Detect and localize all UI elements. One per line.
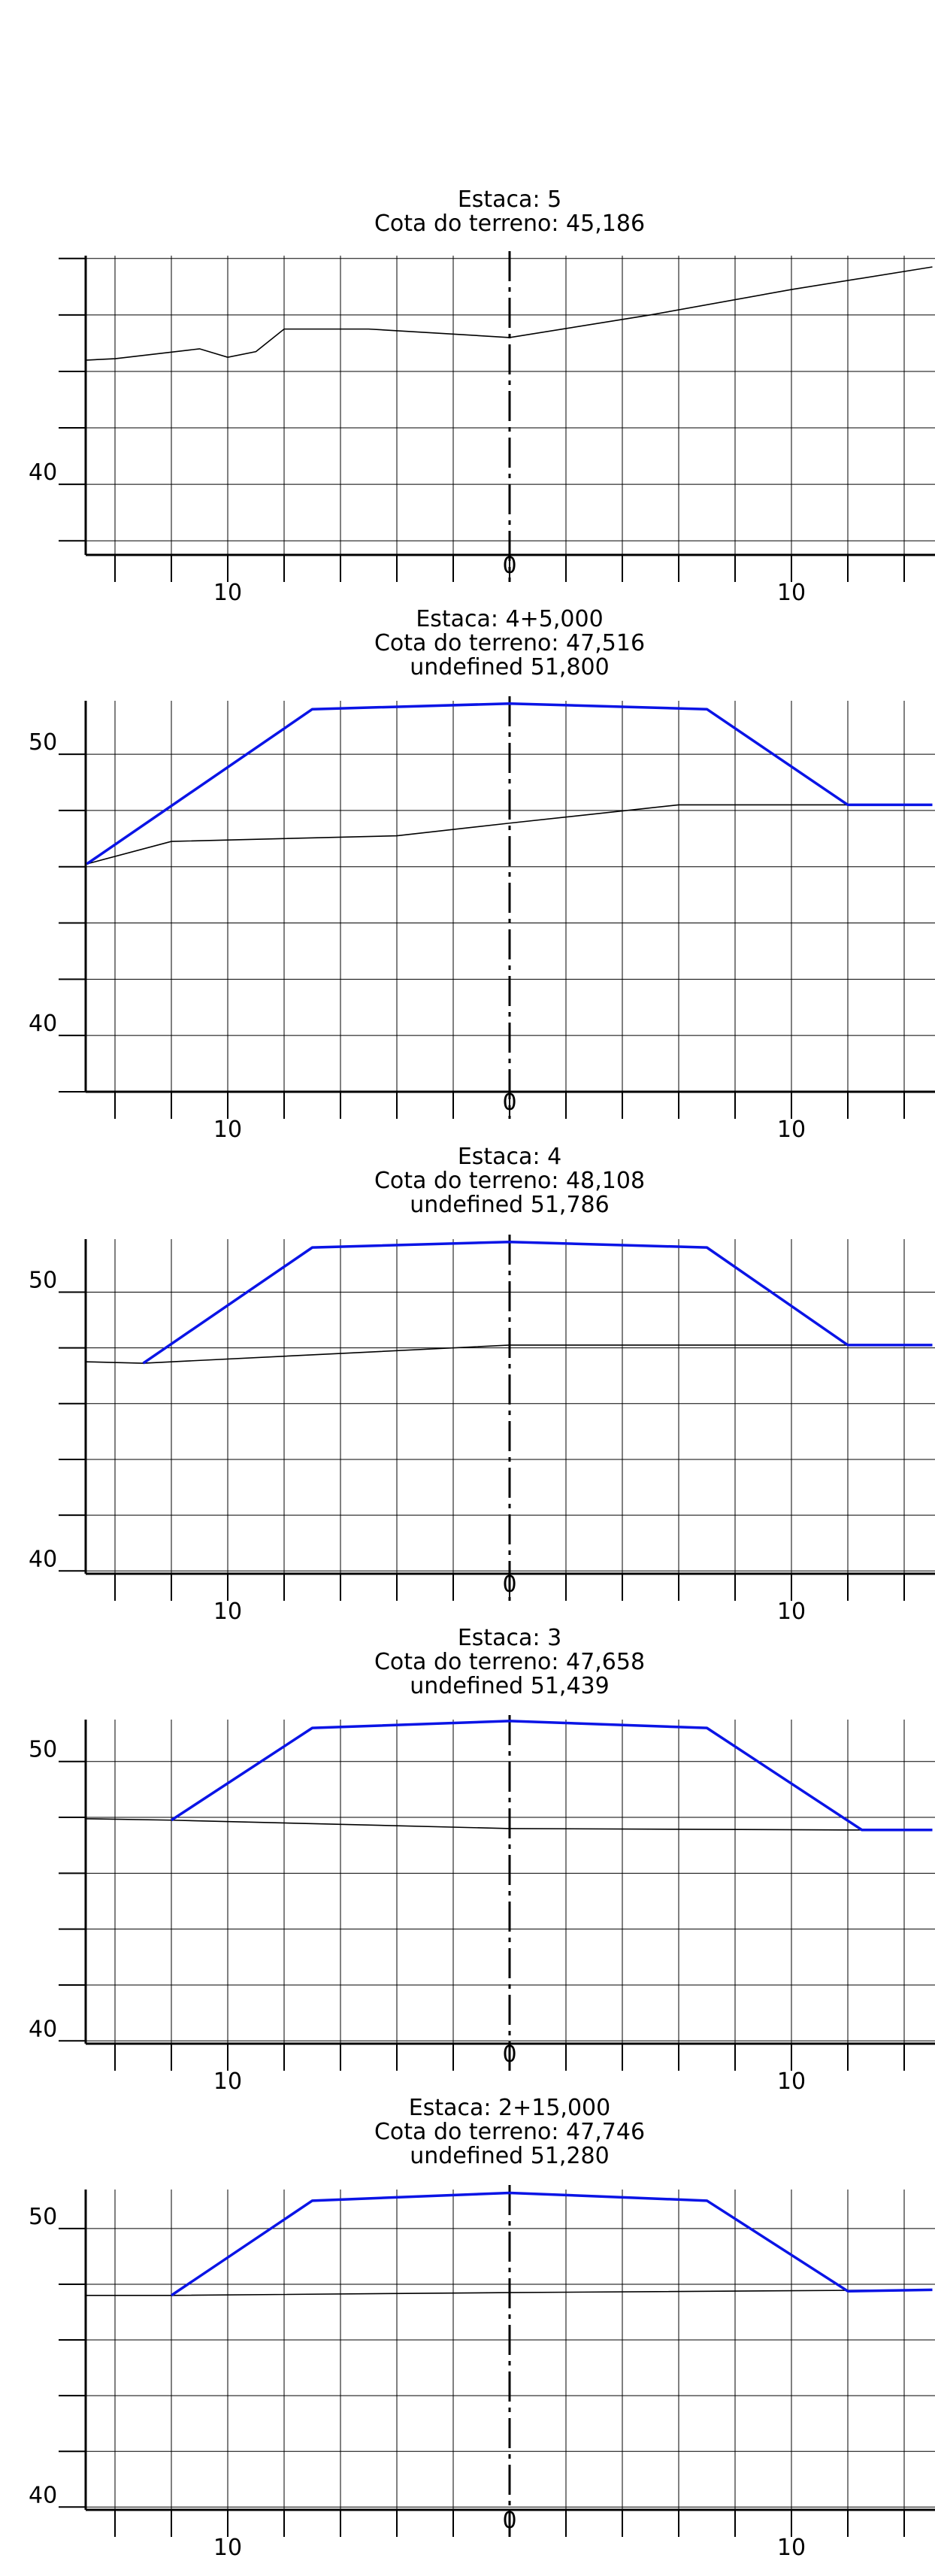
station-title: Estaca: 2+15,000 <box>409 2095 610 2121</box>
x-tick-label: 10 <box>777 2068 806 2095</box>
terrain-profile <box>86 2289 933 2296</box>
y-tick-label: 40 <box>29 1546 57 1572</box>
terrain-elevation-title: Cota do terreno: 45,186 <box>374 211 645 237</box>
y-tick-label: 50 <box>29 729 57 756</box>
project-profile <box>171 2191 933 2297</box>
y-tick-label: 50 <box>29 1737 57 1763</box>
y-tick-label: 40 <box>29 459 57 486</box>
y-tick-label: 40 <box>29 1011 57 1037</box>
y-tick-label: 40 <box>29 2482 57 2508</box>
x-tick-label: 10 <box>777 580 806 606</box>
x-tick-label: 0 <box>502 2508 516 2534</box>
x-tick-label: 10 <box>777 1599 806 1625</box>
y-tick-label: 40 <box>29 2016 57 2042</box>
x-tick-label: 10 <box>777 2535 806 2561</box>
station-title: Estaca: 4 <box>458 1144 561 1170</box>
terrain-profile <box>86 1344 933 1364</box>
terrain-elevation-title: Cota do terreno: 47,516 <box>374 630 645 656</box>
x-tick-label: 0 <box>502 1089 516 1116</box>
x-tick-label: 10 <box>213 580 242 606</box>
y-tick-label: 50 <box>29 1267 57 1293</box>
terrain-elevation-title: Cota do terreno: 47,658 <box>374 1649 645 1675</box>
project-elevation-title: undefined 51,439 <box>410 1673 609 1699</box>
x-tick-label: 10 <box>213 2535 242 2561</box>
grid <box>86 1720 935 2044</box>
y-tick-label: 50 <box>29 2204 57 2230</box>
project-elevation-title: undefined 51,786 <box>410 1192 609 1218</box>
terrain-profile <box>86 804 933 865</box>
station-title: Estaca: 3 <box>458 1625 561 1651</box>
grid <box>86 2190 935 2510</box>
project-profile <box>171 1720 933 1832</box>
x-tick-label: 0 <box>502 553 516 579</box>
terrain-profile <box>86 266 933 361</box>
x-tick-label: 0 <box>502 2041 516 2068</box>
terrain-elevation-title: Cota do terreno: 48,108 <box>374 1168 645 1194</box>
station-title: Estaca: 5 <box>458 186 561 213</box>
x-tick-label: 0 <box>502 1571 516 1598</box>
project-elevation-title: undefined 51,800 <box>410 654 609 680</box>
x-tick-label: 10 <box>213 1117 242 1143</box>
project-profile <box>86 702 933 865</box>
x-tick-label: 10 <box>213 2068 242 2095</box>
x-tick-label: 10 <box>777 1117 806 1143</box>
project-elevation-title: undefined 51,280 <box>410 2143 609 2169</box>
x-tick-label: 10 <box>213 1599 242 1625</box>
project-profile <box>142 1240 933 1365</box>
station-title: Estaca: 4+5,000 <box>416 606 603 632</box>
terrain-elevation-title: Cota do terreno: 47,746 <box>374 2119 645 2145</box>
